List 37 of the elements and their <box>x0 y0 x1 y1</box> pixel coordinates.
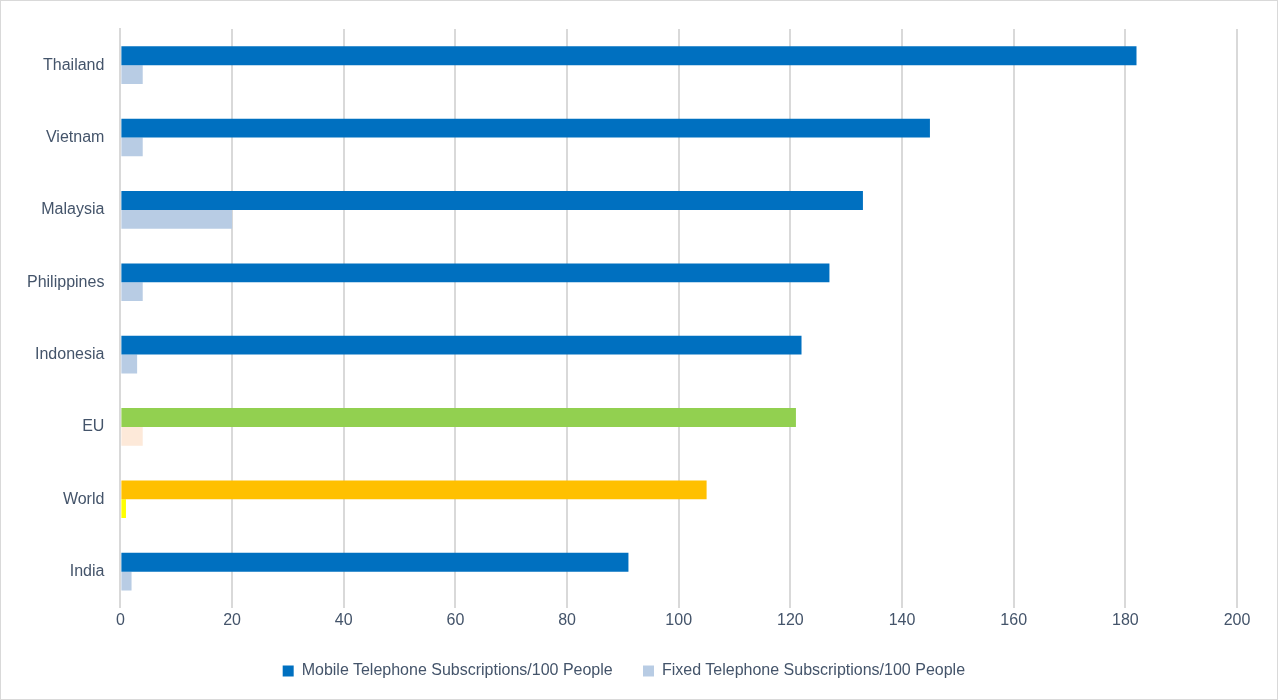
y-tick-label: Malaysia <box>41 200 105 218</box>
y-tick-label: Indonesia <box>34 344 105 362</box>
y-tick-label: Thailand <box>43 55 105 73</box>
bar <box>121 209 233 229</box>
x-tick-label: 0 <box>115 610 125 628</box>
bar <box>121 480 707 500</box>
bar <box>121 354 138 374</box>
bar <box>121 408 796 427</box>
y-tick-label: India <box>69 562 105 580</box>
bar <box>121 137 143 157</box>
bar <box>121 65 143 84</box>
x-tick-label: 40 <box>334 610 353 628</box>
bar <box>121 499 126 519</box>
x-tick-label: 160 <box>1000 610 1028 628</box>
legend-label: Mobile Telephone Subscriptions/100 People <box>301 661 613 679</box>
bar <box>121 552 629 572</box>
x-tick-label: 200 <box>1223 610 1251 628</box>
legend-label: Fixed Telephone Subscriptions/100 People <box>662 661 966 679</box>
y-tick-label: Vietnam <box>45 127 105 145</box>
y-tick-label: Philippines <box>26 272 105 290</box>
bar <box>121 335 802 355</box>
x-tick-label: 60 <box>446 610 465 628</box>
bar <box>121 282 143 302</box>
y-tick-label: EU <box>82 417 105 435</box>
bar <box>121 263 830 283</box>
x-tick-label: 140 <box>888 610 916 628</box>
x-tick-label: 80 <box>558 610 577 628</box>
x-tick-label: 100 <box>665 610 693 628</box>
bar <box>121 118 930 138</box>
x-tick-label: 120 <box>777 610 804 628</box>
x-tick-label: 20 <box>223 610 242 628</box>
bar <box>121 191 863 210</box>
y-tick-label: World <box>62 489 105 507</box>
bar <box>121 46 1137 66</box>
x-tick-label: 180 <box>1111 610 1139 628</box>
bar <box>121 426 143 446</box>
bar <box>121 571 132 591</box>
